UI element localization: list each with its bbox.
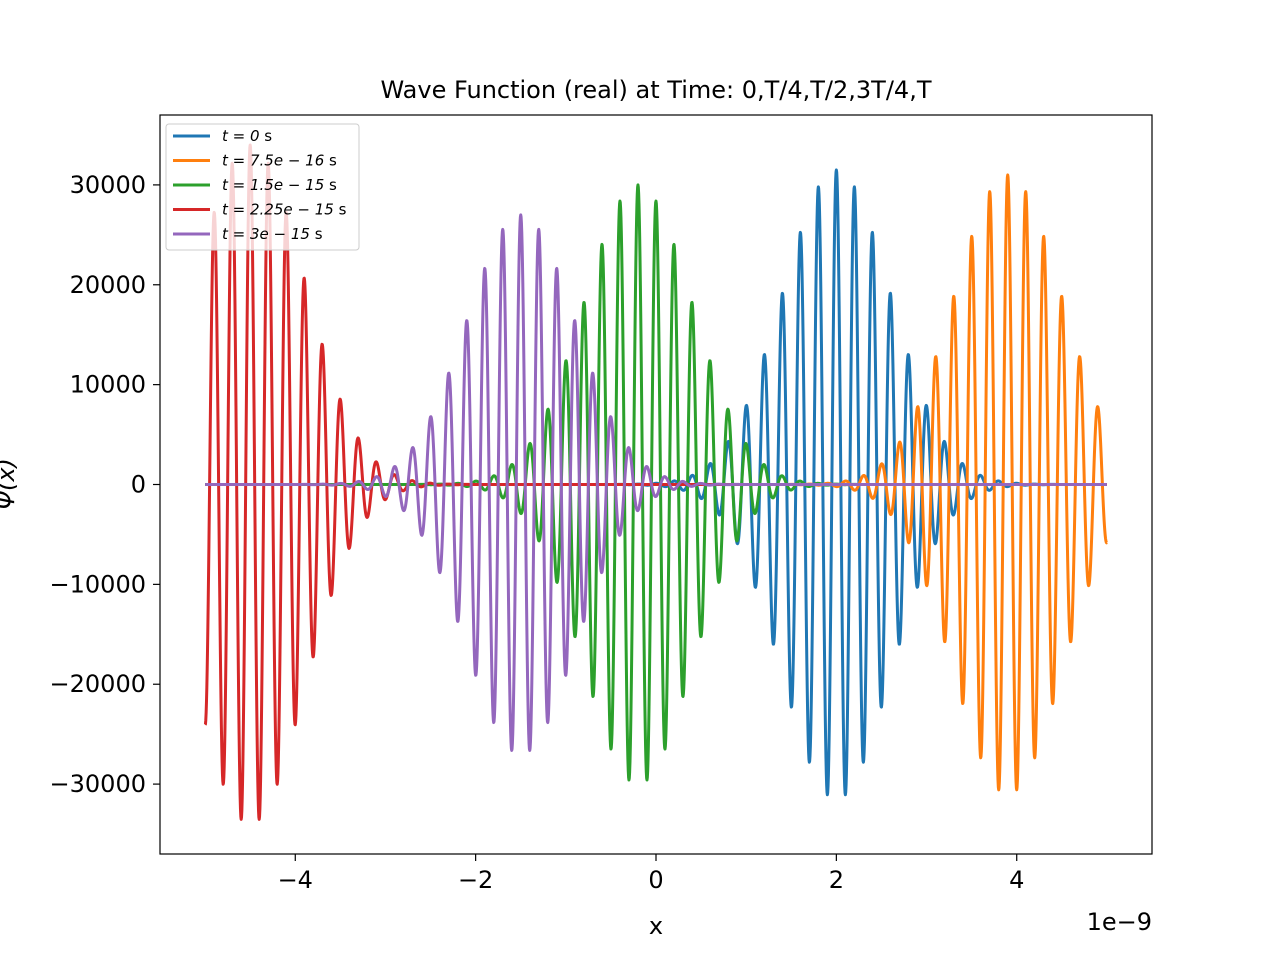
legend-label-math: t = 1.5e − 15 (222, 176, 324, 194)
legend: t = 0 st = 7.5e − 16 st = 1.5e − 15 st =… (165, 123, 360, 251)
legend-label-math: t = 3e − 15 (222, 225, 310, 243)
y-axis-label: Ψ(x) (0, 458, 20, 510)
x-axis-label: x (649, 912, 663, 940)
y-axis-ticks: −30000 −20000 −10000 0 10000 20000 30000 (50, 171, 160, 798)
y-tick-label: −30000 (50, 770, 146, 798)
y-tick-label: 20000 (70, 271, 146, 299)
x-tick-label: 2 (829, 866, 844, 894)
x-tick-label: −2 (458, 866, 493, 894)
y-tick-label: −20000 (50, 670, 146, 698)
y-tick-label: 10000 (70, 371, 146, 399)
legend-label-2: t = 1.5e − 15 s (222, 176, 337, 194)
x-tick-label: 4 (1009, 866, 1024, 894)
legend-label-3: t = 2.25e − 15 s (222, 201, 347, 219)
legend-label-unit: s (310, 225, 323, 243)
series-layer (203, 143, 1109, 821)
y-tick-label: 0 (131, 471, 146, 499)
x-tick-label: −4 (278, 866, 313, 894)
legend-label-0: t = 0 s (222, 127, 272, 145)
x-axis-ticks: −4 −2 0 2 4 (278, 854, 1024, 894)
y-tick-label: 30000 (70, 171, 146, 199)
legend-label-unit: s (324, 176, 337, 194)
legend-label-unit: s (324, 152, 337, 170)
legend-label-math: t = 2.25e − 15 (222, 201, 334, 219)
x-axis-offset-label: 1e−9 (1087, 908, 1152, 936)
x-tick-label: 0 (648, 866, 663, 894)
legend-label-4: t = 3e − 15 s (222, 225, 323, 243)
legend-box (165, 123, 360, 251)
series-line-4 (203, 213, 1109, 752)
legend-label-unit: s (260, 127, 273, 145)
legend-label-math: t = 0 (222, 127, 260, 145)
legend-label-1: t = 7.5e − 16 s (222, 152, 337, 170)
y-tick-label: −10000 (50, 570, 146, 598)
legend-label-unit: s (334, 201, 347, 219)
chart-title: Wave Function (real) at Time: 0,T/4,T/2,… (380, 76, 931, 104)
legend-label-math: t = 7.5e − 16 (222, 152, 324, 170)
